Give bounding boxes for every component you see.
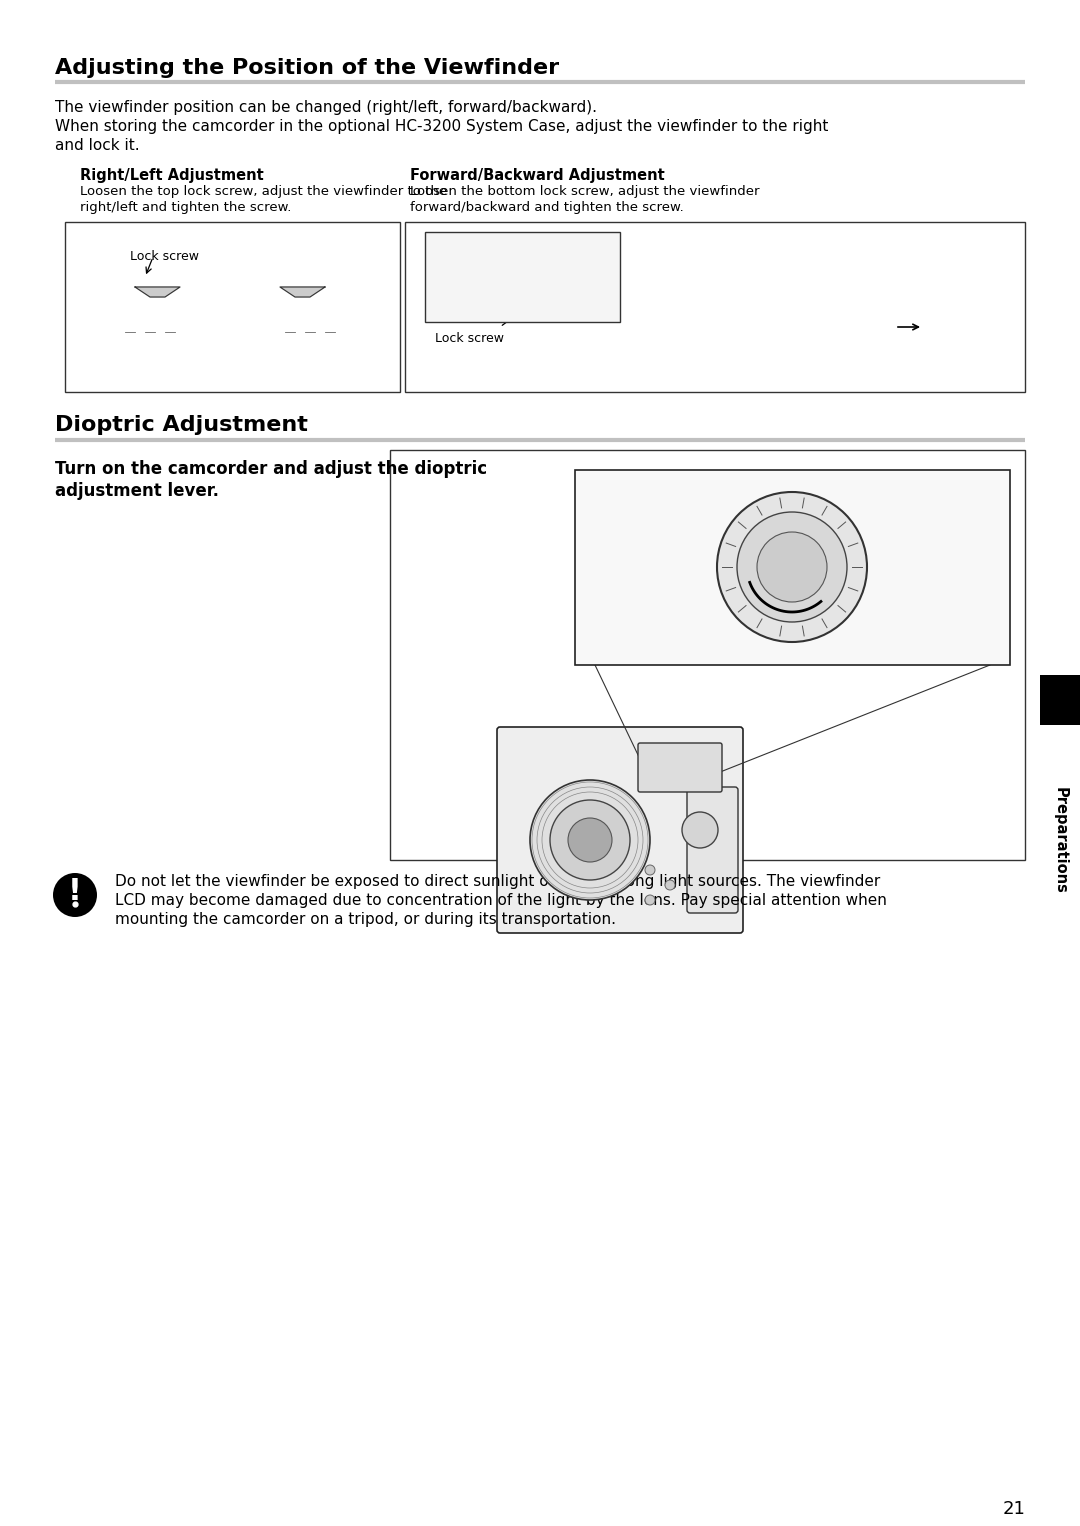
Text: Loosen the bottom lock screw, adjust the viewfinder: Loosen the bottom lock screw, adjust the…: [410, 185, 759, 198]
Circle shape: [305, 302, 335, 333]
Text: right/left and tighten the screw.: right/left and tighten the screw.: [80, 201, 292, 214]
Circle shape: [125, 302, 156, 333]
Text: adjustment lever.: adjustment lever.: [55, 482, 219, 501]
Circle shape: [757, 533, 827, 601]
Circle shape: [645, 896, 654, 905]
Circle shape: [132, 308, 148, 325]
Bar: [1040, 674, 1080, 725]
Bar: [865, 317, 915, 337]
Polygon shape: [280, 287, 325, 298]
Text: !: !: [68, 877, 82, 906]
Bar: [65, 221, 400, 392]
Text: Dioptric Adjustment: Dioptric Adjustment: [55, 415, 308, 435]
Text: Do not let the viewfinder be exposed to direct sunlight or other strong light so: Do not let the viewfinder be exposed to …: [114, 874, 880, 890]
Circle shape: [717, 491, 867, 642]
Circle shape: [53, 873, 97, 917]
FancyBboxPatch shape: [638, 743, 723, 792]
Text: The viewfinder position can be changed (right/left, forward/backward).: The viewfinder position can be changed (…: [55, 101, 597, 114]
Text: Lock screw: Lock screw: [435, 333, 504, 345]
FancyBboxPatch shape: [687, 787, 738, 913]
Text: Preparations: Preparations: [1053, 786, 1067, 893]
FancyBboxPatch shape: [783, 310, 887, 374]
Text: and lock it.: and lock it.: [55, 137, 139, 153]
Circle shape: [645, 865, 654, 874]
Text: When storing the camcorder in the optional HC-3200 System Case, adjust the viewf: When storing the camcorder in the option…: [55, 119, 828, 134]
Circle shape: [681, 812, 718, 848]
Circle shape: [530, 780, 650, 900]
Text: Right/Left Adjustment: Right/Left Adjustment: [80, 168, 264, 183]
Circle shape: [665, 881, 675, 890]
Polygon shape: [135, 287, 180, 298]
Text: Turn on the camcorder and adjust the dioptric: Turn on the camcorder and adjust the dio…: [55, 459, 487, 478]
Circle shape: [550, 800, 630, 881]
Circle shape: [815, 337, 835, 357]
Text: Loosen the top lock screw, adjust the viewfinder to the: Loosen the top lock screw, adjust the vi…: [80, 185, 447, 198]
Circle shape: [807, 330, 843, 365]
Text: forward/backward and tighten the screw.: forward/backward and tighten the screw.: [410, 201, 684, 214]
FancyBboxPatch shape: [258, 279, 352, 339]
FancyBboxPatch shape: [108, 279, 202, 339]
Bar: [390, 450, 1025, 861]
Text: Adjusting the Position of the Viewfinder: Adjusting the Position of the Viewfinder: [55, 58, 559, 78]
Text: LCD may become damaged due to concentration of the light by the lens. Pay specia: LCD may become damaged due to concentrat…: [114, 893, 887, 908]
Text: Forward/Backward Adjustment: Forward/Backward Adjustment: [410, 168, 665, 183]
Text: 21: 21: [1002, 1500, 1025, 1518]
Bar: [405, 221, 1025, 392]
Text: mounting the camcorder on a tripod, or during its transportation.: mounting the camcorder on a tripod, or d…: [114, 913, 616, 926]
Circle shape: [312, 308, 328, 325]
Circle shape: [737, 513, 847, 623]
Bar: [426, 232, 620, 322]
Circle shape: [568, 818, 612, 862]
FancyBboxPatch shape: [497, 726, 743, 932]
Text: Lock screw: Lock screw: [130, 250, 199, 262]
Bar: [575, 470, 1010, 665]
